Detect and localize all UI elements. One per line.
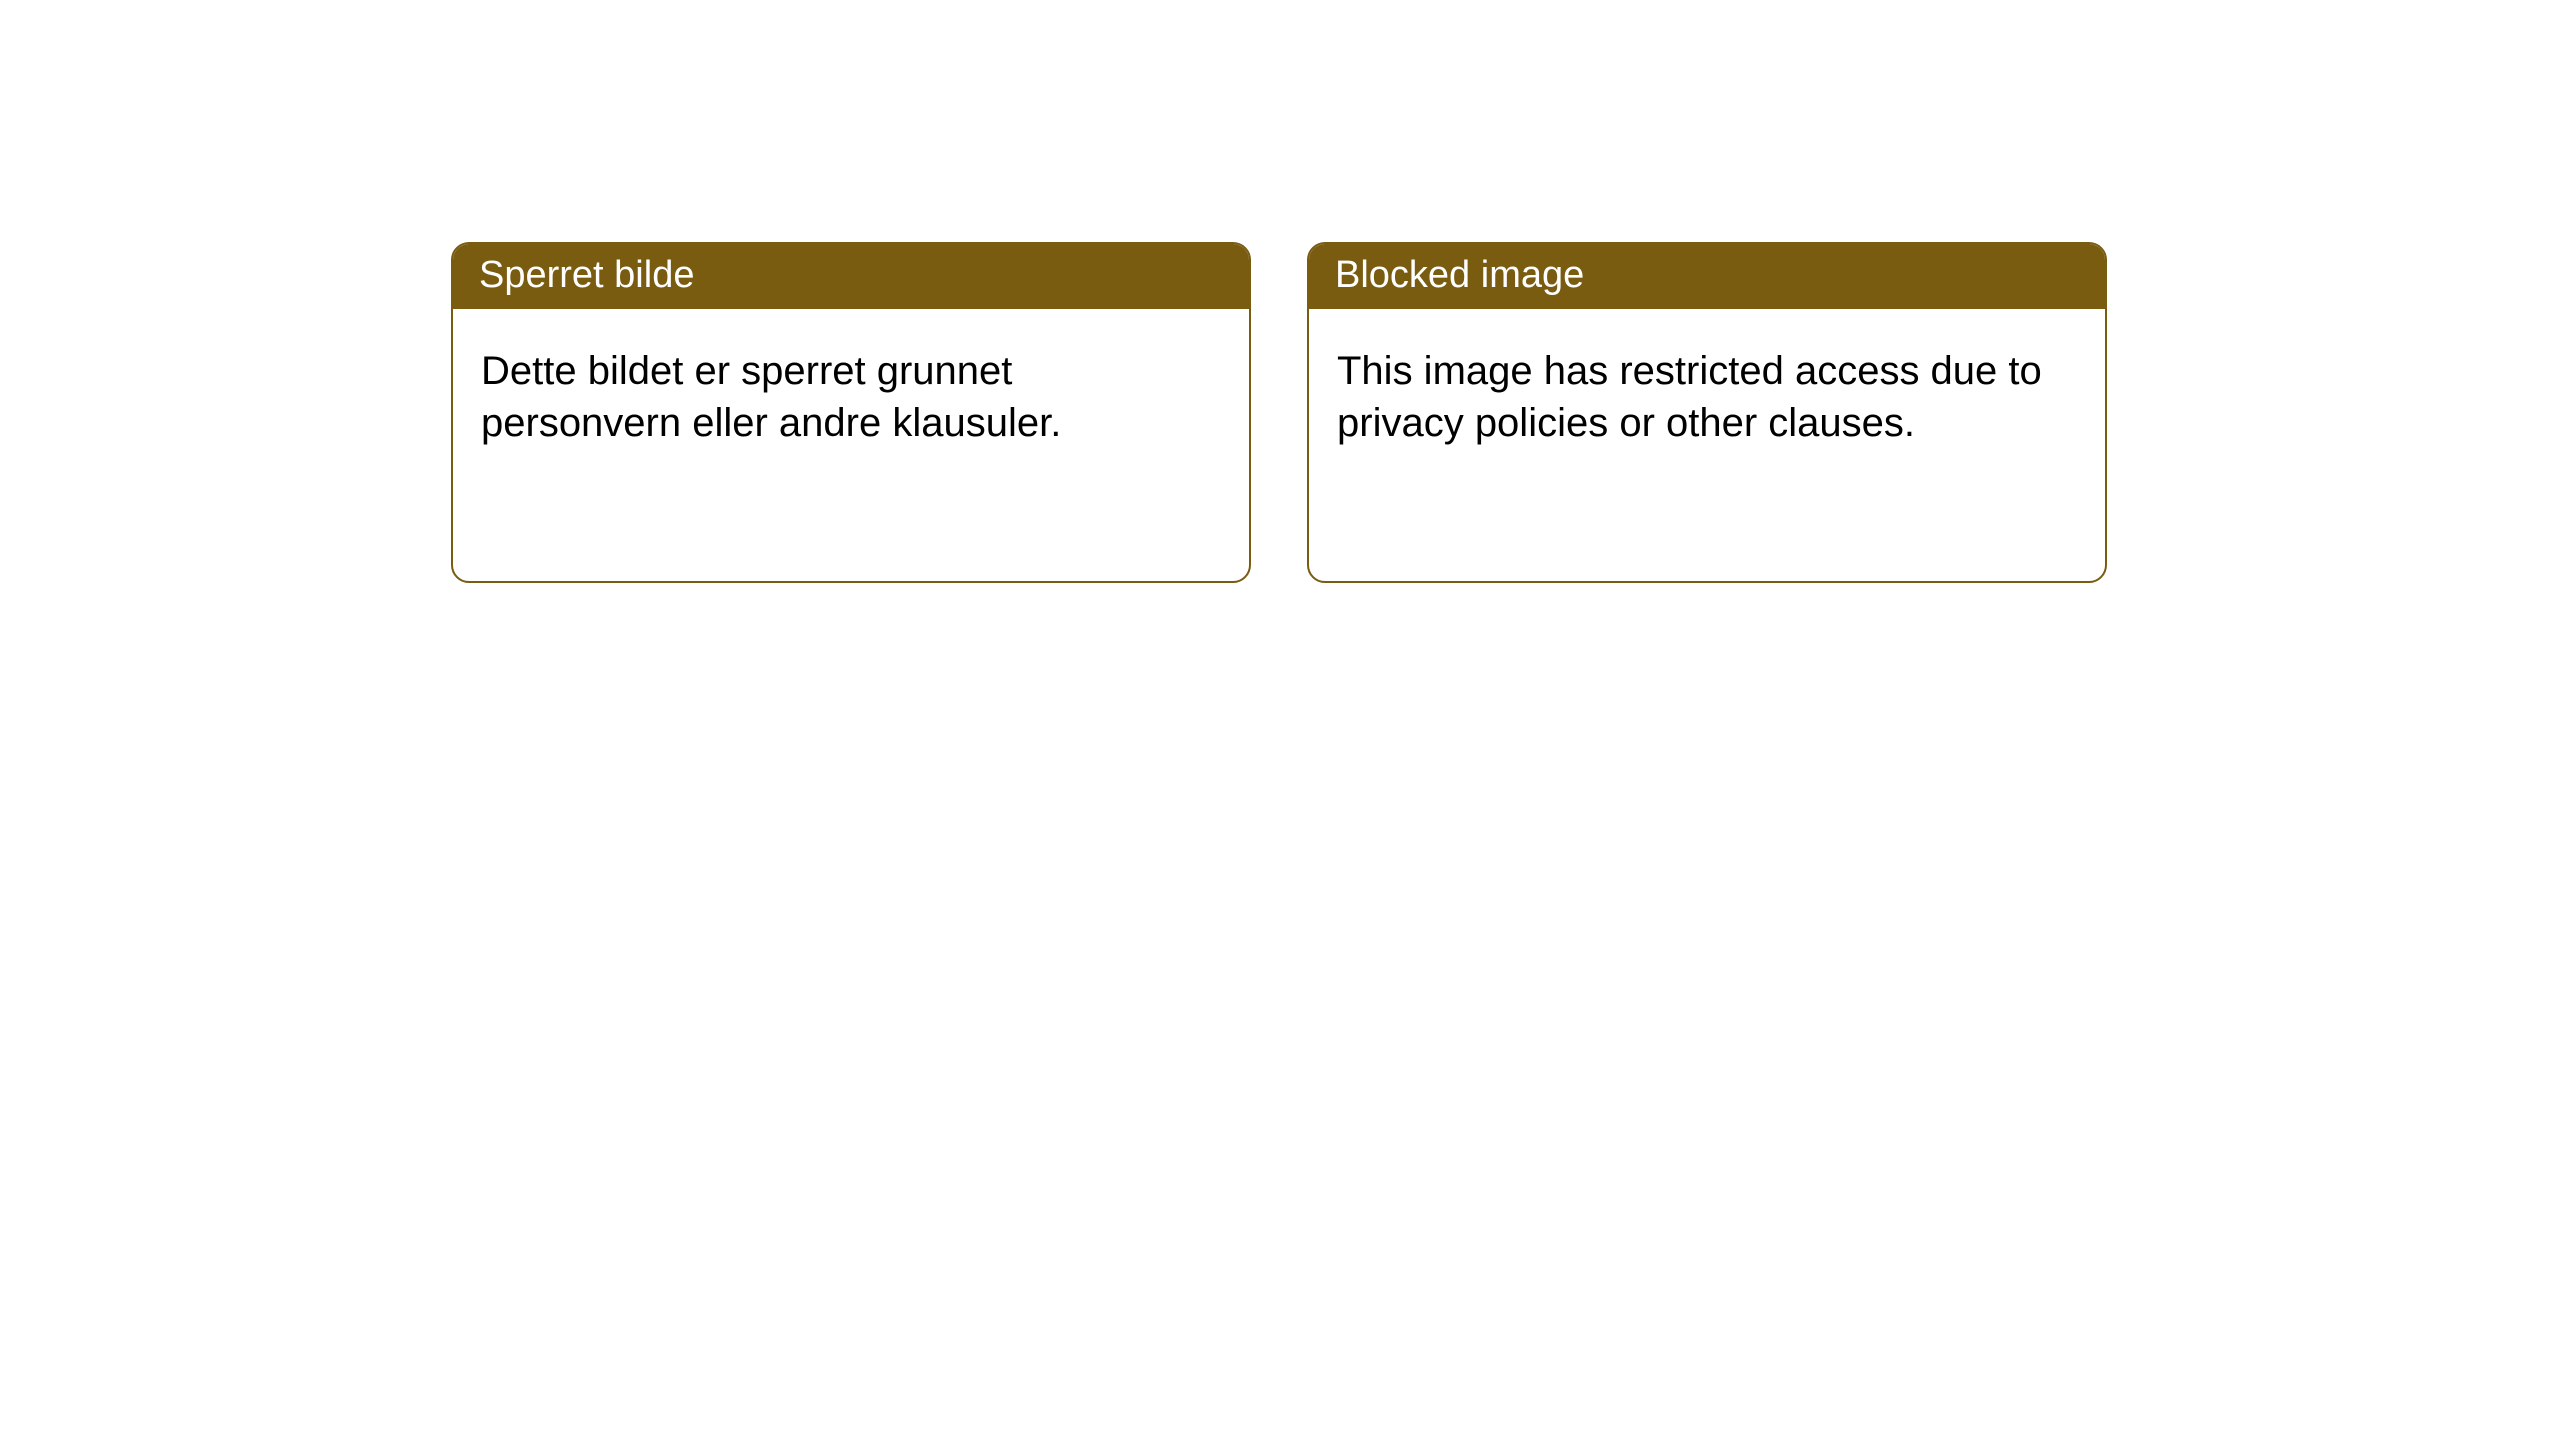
notice-card-title: Sperret bilde — [479, 254, 694, 296]
notice-card-body: Dette bildet er sperret grunnet personve… — [453, 309, 1249, 581]
notice-card-title: Blocked image — [1335, 254, 1584, 296]
notice-card-header: Sperret bilde — [453, 244, 1249, 309]
notice-card-header: Blocked image — [1309, 244, 2105, 309]
notice-cards-container: Sperret bilde Dette bildet er sperret gr… — [0, 0, 2560, 583]
notice-card-norwegian: Sperret bilde Dette bildet er sperret gr… — [451, 242, 1251, 583]
notice-card-message: Dette bildet er sperret grunnet personve… — [481, 345, 1221, 449]
notice-card-message: This image has restricted access due to … — [1337, 345, 2077, 449]
notice-card-body: This image has restricted access due to … — [1309, 309, 2105, 581]
notice-card-english: Blocked image This image has restricted … — [1307, 242, 2107, 583]
